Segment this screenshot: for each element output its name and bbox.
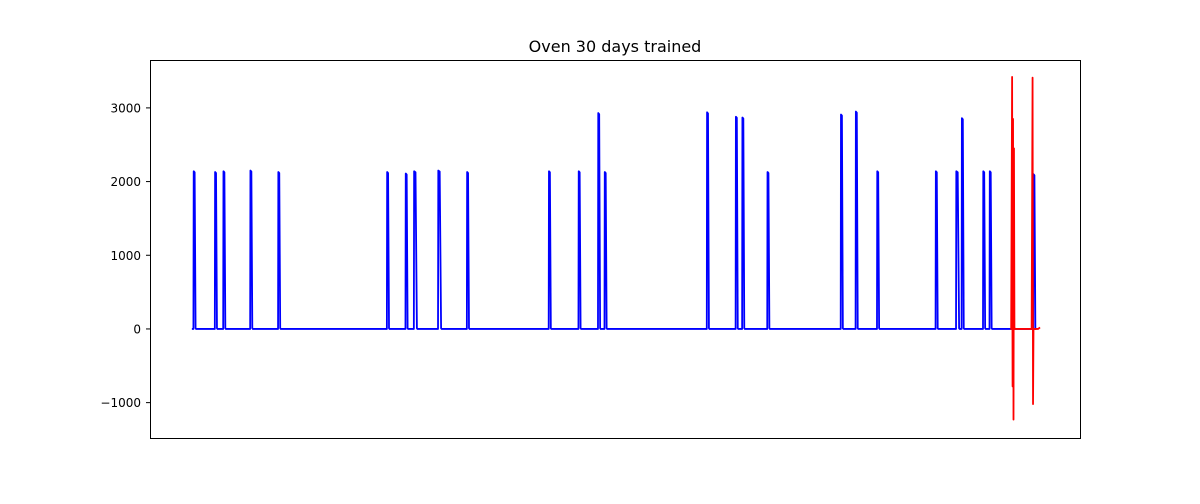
plot-frame bbox=[150, 60, 1081, 439]
y-tick-label: 1000 bbox=[110, 249, 141, 263]
y-tick-label: 0 bbox=[133, 322, 141, 336]
series-layer bbox=[191, 76, 1041, 421]
y-tick-label: 3000 bbox=[110, 101, 141, 115]
series-line-0 bbox=[191, 110, 1037, 330]
y-axis: −1000 0 1000 2000 3000 bbox=[100, 101, 150, 410]
series-line-1 bbox=[1010, 76, 1041, 421]
chart-title: Oven 30 days trained bbox=[529, 37, 702, 56]
y-tick-label: −1000 bbox=[100, 396, 141, 410]
y-tick-label: 2000 bbox=[110, 175, 141, 189]
